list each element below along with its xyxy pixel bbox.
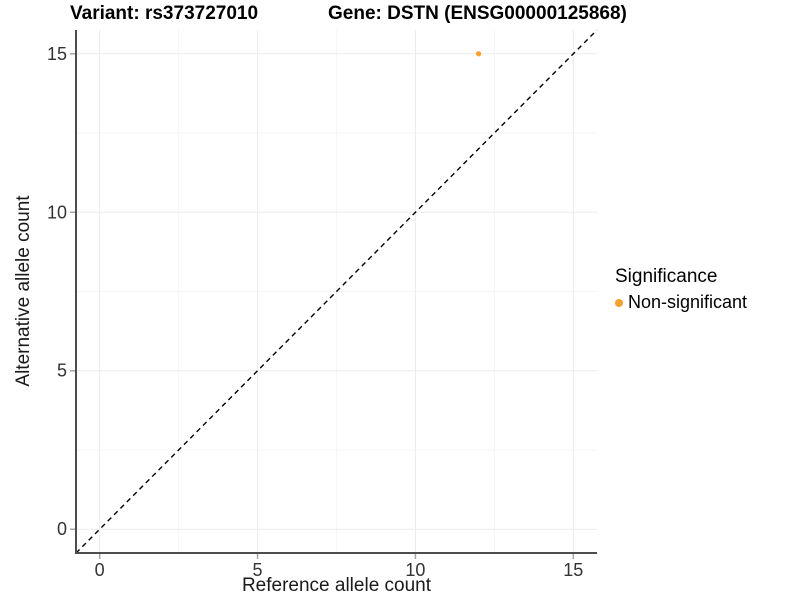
legend-title: Significance xyxy=(615,266,718,287)
x-tick-label: 15 xyxy=(563,560,583,580)
identity-dashed-line xyxy=(75,29,598,554)
x-axis-title: Reference allele count xyxy=(241,575,432,596)
y-tick-label: 10 xyxy=(47,202,67,222)
legend-item-non-significant: Non-significant xyxy=(615,292,747,313)
plot-title-variant: Variant: rs373727010 xyxy=(70,3,259,24)
legend: Significance Non-significant xyxy=(615,266,747,313)
x-tick-label: 5 xyxy=(253,560,263,580)
data-point xyxy=(475,51,482,57)
y-tick-label: 0 xyxy=(57,519,67,539)
x-tick-label: 10 xyxy=(405,560,425,580)
y-tick-label: 5 xyxy=(57,361,67,381)
legend-item-label: Non-significant xyxy=(628,292,748,312)
legend-key-dot xyxy=(615,298,623,307)
x-tick-label: 0 xyxy=(95,560,105,580)
plot-title-gene: Gene: DSTN (ENSG00000125868) xyxy=(328,3,627,24)
y-axis-title: Alternative allele count xyxy=(13,195,34,387)
y-tick-label: 15 xyxy=(47,44,67,64)
